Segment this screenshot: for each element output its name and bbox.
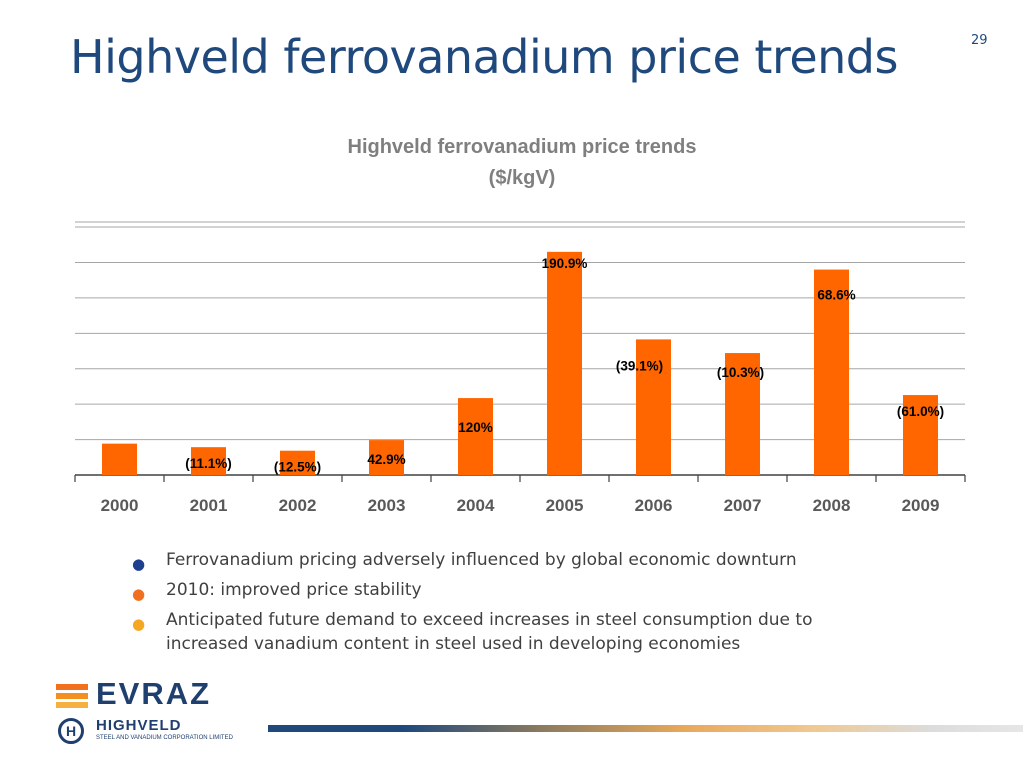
page-number: 29 (971, 33, 988, 48)
bullet-dot-icon: ● (132, 585, 146, 603)
bar (191, 447, 226, 475)
x-tick-label: 2000 (101, 496, 139, 515)
logo-stripe (56, 693, 88, 699)
data-label: (10.3%) (717, 365, 764, 380)
bullet-item: ● 2010: improved price stability (130, 578, 890, 603)
data-label: 68.6% (817, 288, 855, 303)
data-label: (39.1%) (616, 358, 663, 373)
logo-stripe (56, 684, 88, 690)
x-tick-label: 2009 (902, 496, 940, 515)
logo-sub-text: STEEL AND VANADIUM CORPORATION LIMITED (96, 735, 233, 741)
x-tick-label: 2002 (279, 496, 317, 515)
bullet-text: 2010: improved price stability (166, 580, 422, 600)
bar (547, 251, 582, 475)
bullet-dot-icon: ● (132, 555, 146, 573)
x-tick-label: 2004 (457, 496, 495, 515)
data-label: 42.9% (367, 452, 405, 467)
bar (725, 353, 760, 475)
data-label: (61.0%) (897, 404, 944, 419)
logo-brand: EVRAZ (96, 676, 212, 711)
bar (814, 269, 849, 475)
evraz-highveld-logo: EVRAZ H HIGHVELD STEEL AND VANADIUM CORP… (56, 676, 276, 746)
bar (280, 450, 315, 475)
data-label: (12.5%) (274, 460, 321, 475)
bar (903, 395, 938, 475)
chart-title: Highveld ferrovanadium price trends (347, 136, 697, 158)
slide-title: Highveld ferrovanadium price trends (70, 30, 898, 84)
x-tick-label: 2005 (546, 496, 584, 515)
bar (369, 440, 404, 475)
data-label: 190.9% (542, 256, 588, 271)
x-tick-label: 2008 (813, 496, 851, 515)
data-label: 120% (458, 420, 493, 435)
bullet-item: ● Ferrovanadium pricing adversely influe… (130, 548, 890, 573)
bar (636, 339, 671, 475)
footer-gradient-bar (268, 725, 1023, 732)
x-tick-label: 2006 (635, 496, 673, 515)
data-label: (11.1%) (185, 456, 232, 471)
bullet-text: Anticipated future demand to exceed incr… (166, 610, 813, 654)
x-tick-label: 2001 (190, 496, 228, 515)
logo-stripe (56, 702, 88, 708)
bullet-list: ● Ferrovanadium pricing adversely influe… (130, 548, 890, 662)
x-tick-label: 2007 (724, 496, 762, 515)
logo-mark-icon: H (58, 718, 84, 744)
bullet-text: Ferrovanadium pricing adversely influenc… (166, 550, 797, 570)
chart-subtitle: ($/kgV) (488, 167, 556, 189)
bar (458, 398, 493, 475)
logo-sub-brand: HIGHVELD (96, 717, 182, 734)
bullet-item: ● Anticipated future demand to exceed in… (130, 608, 890, 656)
x-tick-label: 2003 (368, 496, 406, 515)
bullet-dot-icon: ● (132, 615, 146, 633)
logo-stripes-icon (56, 684, 88, 708)
bar (102, 443, 137, 475)
